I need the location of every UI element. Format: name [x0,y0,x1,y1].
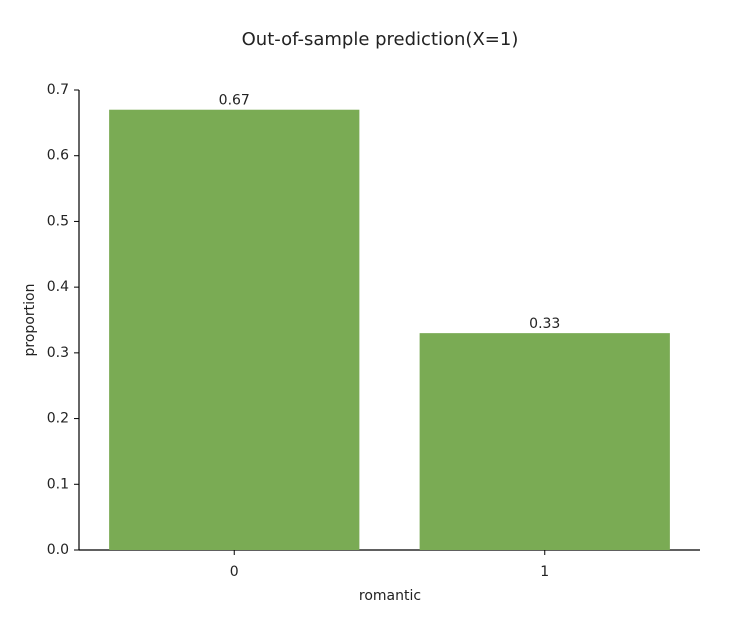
x-tick-label: 0 [230,564,239,580]
bar [419,333,670,550]
y-tick-label: 0.0 [47,542,69,558]
chart-title: Out-of-sample prediction(X=1) [242,29,519,50]
y-tick-label: 0.1 [47,476,69,492]
data-label: 0.67 [219,93,250,109]
y-tick-label: 0.4 [47,279,69,295]
y-tick-label: 0.6 [47,148,69,164]
y-tick-label: 0.5 [47,213,69,229]
x-axis-label: romantic [359,588,421,604]
y-tick-label: 0.7 [47,82,69,98]
data-label: 0.33 [529,316,560,332]
bar [109,109,360,550]
y-tick-label: 0.3 [47,345,69,361]
x-tick-label: 1 [540,564,549,580]
y-tick-label: 0.2 [47,411,69,427]
y-axis-label: proportion [22,284,38,357]
